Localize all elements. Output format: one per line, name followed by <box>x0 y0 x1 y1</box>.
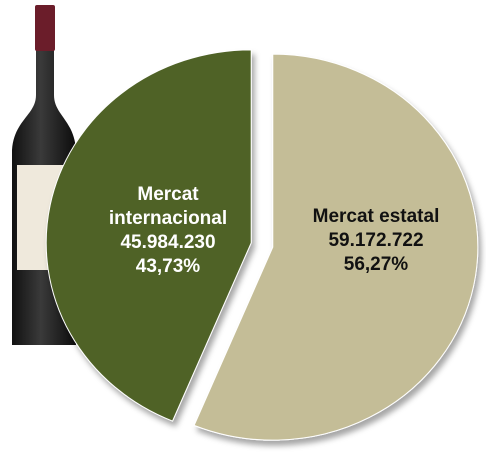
chart: Mercat estatal59.172.72256,27% Mercat int… <box>0 0 486 452</box>
category-label: Mercat internacional <box>88 183 248 231</box>
percent-label: 43,73% <box>88 255 248 279</box>
category-label: Mercat estatal <box>276 205 476 229</box>
percent-label: 56,27% <box>276 253 476 277</box>
value-label: 59.172.722 <box>276 229 476 253</box>
value-label: 45.984.230 <box>88 231 248 255</box>
